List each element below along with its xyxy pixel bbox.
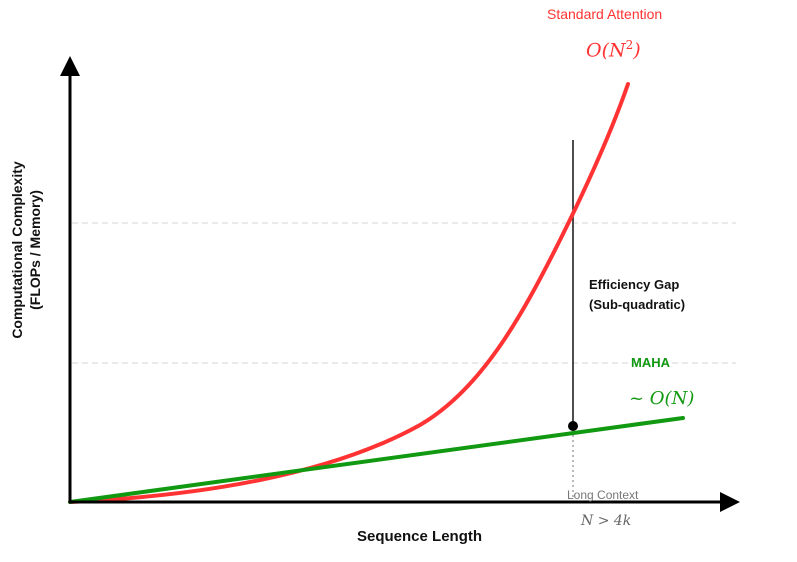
long-context-label: Long Context <box>567 488 639 502</box>
y-axis-label-line2: (FLOPs / Memory) <box>27 190 43 310</box>
y-axis-label: Computational Complexity (FLOPs / Memory… <box>8 161 44 338</box>
maha-formula: ~ O(N) <box>629 388 695 409</box>
efficiency-gap-line2: (Sub-quadratic) <box>589 297 686 312</box>
n-threshold-label: N > 4k <box>581 513 632 529</box>
efficiency-gap-line1: Efficiency Gap <box>589 277 680 292</box>
standard-attention-formula: O(N2) <box>586 38 641 61</box>
y-axis-arrow-icon <box>60 56 80 76</box>
formula-exponent: 2 <box>625 38 634 52</box>
maha-line <box>68 416 685 504</box>
efficiency-gap-label: Efficiency Gap (Sub-quadratic) <box>589 275 685 315</box>
efficiency-gap-dot <box>568 421 578 431</box>
maha-label: MAHA <box>631 355 670 370</box>
formula-close: ) <box>633 39 641 62</box>
standard-attention-label: Standard Attention <box>547 6 663 22</box>
y-axis-label-line1: Computational Complexity <box>9 161 25 339</box>
x-axis-label: Sequence Length <box>357 528 483 545</box>
formula-base: O(N <box>586 39 626 62</box>
x-axis-arrow-icon <box>720 492 740 512</box>
standard-attention-curve <box>68 82 630 504</box>
